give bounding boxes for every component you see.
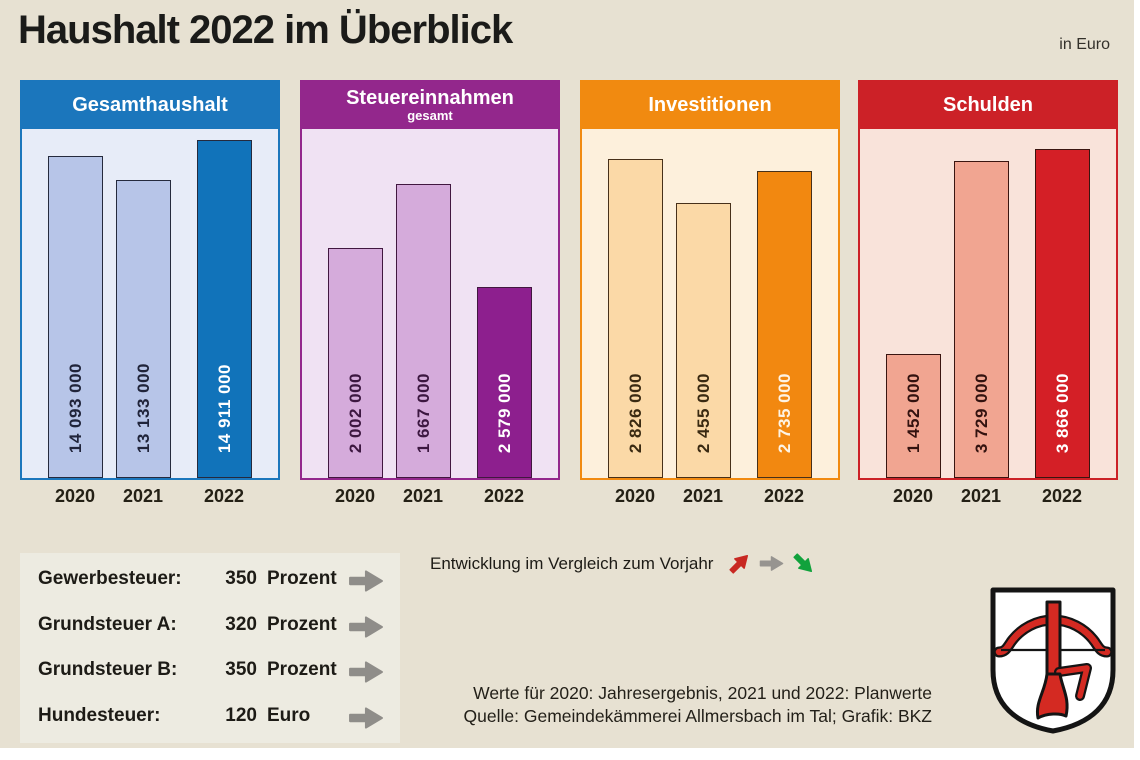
panel-title: Steuereinnahmen [346,87,514,110]
trend-down-arrow-icon [793,553,813,573]
panel-chart-area: 14 093 000 13 133 000 14 911 000 [22,129,278,478]
year-label: 2022 [1041,486,1083,506]
bar-2022: 2 579 000 [477,287,532,478]
panel-title: Investitionen [648,94,772,116]
page-title: Haushalt 2022 im Überblick [18,8,513,52]
footnote-line-2: Quelle: Gemeindekämmerei Allmersbach im … [463,706,932,726]
trend-up-arrow-icon [729,554,749,574]
panel-subtitle: gesamt [407,108,453,124]
tax-label: Gewerbesteuer: [38,568,182,589]
tax-row-hundesteuer: Hundesteuer: 120 Euro [20,703,400,733]
tax-unit: Prozent [267,659,337,680]
bar-2020: 2 826 000 [608,159,663,478]
bar-value-label: 2 579 000 [494,372,514,453]
bar-value-label: 2 735 000 [774,372,794,453]
panel-schulden: Schulden 1 452 000 3 729 000 3 866 000 2… [858,80,1118,512]
bar-2021: 3 729 000 [954,161,1009,478]
panel-frame: Investitionen 2 826 000 2 455 000 2 735 … [580,80,840,480]
year-label: 2021 [402,486,444,506]
panel-gesamthaushalt: Gesamthaushalt 14 093 000 13 133 000 14 … [20,80,280,512]
tax-label: Hundesteuer: [38,705,161,726]
bar-value-label: 14 911 000 [214,363,234,453]
year-label: 2022 [203,486,245,506]
unit-note: in Euro [1059,36,1110,53]
footnote-line-1: Werte für 2020: Jahresergebnis, 2021 und… [473,683,932,703]
panel-chart-area: 1 452 000 3 729 000 3 866 000 [860,129,1116,478]
bar-value-label: 3 866 000 [1052,372,1072,453]
bar-value-label: 2 455 000 [693,372,713,453]
year-label: 2020 [54,486,96,506]
bar-value-label: 1 452 000 [903,372,923,453]
bar-value-label: 1 667 000 [413,372,433,453]
bar-2021: 1 667 000 [396,184,451,478]
legend-text: Entwicklung im Vergleich zum Vorjahr [430,553,714,573]
panel-steuereinnahmen: Steuereinnahmen gesamt 2 002 000 1 667 0… [300,80,560,512]
tax-unit: Euro [267,705,311,726]
panel-header: Gesamthaushalt [22,82,278,129]
tax-label: Grundsteuer A: [38,614,177,635]
trend-legend: Entwicklung im Vergleich zum Vorjahr [430,551,823,576]
year-label: 2020 [892,486,934,506]
bar-2020: 2 002 000 [328,248,383,478]
tax-row-gewerbesteuer: Gewerbesteuer: 350 Prozent [20,566,400,596]
tax-value: 120 [225,705,257,726]
footnote: Werte für 2020: Jahresergebnis, 2021 und… [464,682,932,728]
year-label: 2022 [483,486,525,506]
bar-value-label: 2 826 000 [625,372,645,453]
year-label: 2021 [122,486,164,506]
year-axis: 2020 2021 2022 [300,486,560,510]
year-label: 2021 [682,486,724,506]
bar-2021: 2 455 000 [676,203,731,478]
panel-frame: Steuereinnahmen gesamt 2 002 000 1 667 0… [300,80,560,480]
bar-2022: 2 735 000 [757,171,812,478]
tax-value: 350 [225,659,257,680]
panel-chart-area: 2 826 000 2 455 000 2 735 000 [582,129,838,478]
bar-2022: 14 911 000 [197,140,252,478]
coat-of-arms-crossbow-icon [990,587,1116,734]
tax-unit: Prozent [267,614,337,635]
panel-header: Steuereinnahmen gesamt [302,82,558,129]
trend-flat-arrow-icon [349,570,383,592]
year-label: 2020 [334,486,376,506]
panel-header: Schulden [860,82,1116,129]
year-axis: 2020 2021 2022 [858,486,1118,510]
tax-unit: Prozent [267,568,337,589]
trend-flat-arrow-icon [760,556,784,571]
year-axis: 2020 2021 2022 [580,486,840,510]
bar-2022: 3 866 000 [1035,149,1090,478]
tax-value: 350 [225,568,257,589]
bar-2020: 14 093 000 [48,156,103,478]
bar-value-label: 3 729 000 [971,372,991,453]
panel-frame: Gesamthaushalt 14 093 000 13 133 000 14 … [20,80,280,480]
year-label: 2021 [960,486,1002,506]
tax-rates-box: Gewerbesteuer: 350 Prozent Grundsteuer A… [20,553,400,743]
trend-flat-arrow-icon [349,616,383,638]
tax-row-grundsteuer-a: Grundsteuer A: 320 Prozent [20,612,400,642]
year-label: 2020 [614,486,656,506]
panel-title: Schulden [942,94,1033,116]
bar-2021: 13 133 000 [116,180,171,478]
panel-header: Investitionen [582,82,838,129]
tax-value: 320 [225,614,257,635]
trend-flat-arrow-icon [349,707,383,729]
canvas-background: Haushalt 2022 im Überblick in Euro Gesam… [0,0,1134,748]
bar-value-label: 2 002 000 [345,372,365,453]
bar-value-label: 13 133 000 [133,362,153,453]
tax-label: Grundsteuer B: [38,659,178,680]
panel-title: Gesamthaushalt [72,94,228,116]
panel-chart-area: 2 002 000 1 667 000 2 579 000 [302,129,558,478]
trend-flat-arrow-icon [349,661,383,683]
year-axis: 2020 2021 2022 [20,486,280,510]
year-label: 2022 [763,486,805,506]
bar-value-label: 14 093 000 [65,362,85,453]
panel-investitionen: Investitionen 2 826 000 2 455 000 2 735 … [580,80,840,512]
tax-row-grundsteuer-b: Grundsteuer B: 350 Prozent [20,657,400,687]
bar-2020: 1 452 000 [886,354,941,478]
panel-frame: Schulden 1 452 000 3 729 000 3 866 000 [858,80,1118,480]
